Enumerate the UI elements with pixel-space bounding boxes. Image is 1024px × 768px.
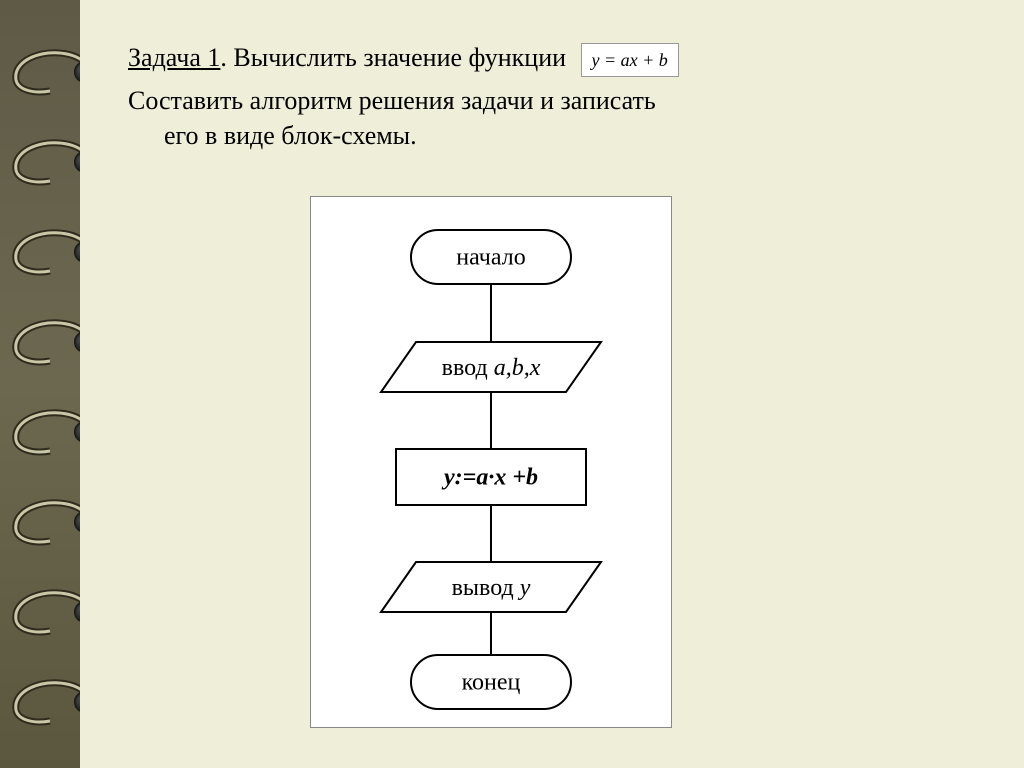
spiral-binding: [0, 0, 80, 768]
subtitle-line-1: Составить алгоритм решения задачи и запи…: [128, 83, 988, 118]
node-start-label: начало: [456, 245, 525, 271]
slide-content: Задача 1. Вычислить значение функции y =…: [128, 40, 988, 153]
formula-box: y = ax + b: [581, 43, 679, 77]
task-title: . Вычислить значение функции: [220, 43, 566, 72]
task-heading: Задача 1. Вычислить значение функции y =…: [128, 40, 988, 77]
node-output-label: вывод y: [452, 575, 531, 601]
node-input-label: ввод a,b,x: [442, 355, 541, 381]
flowchart-container: начало ввод a,b,x y:=a·x +b вывод y коне…: [310, 196, 672, 728]
subtitle-line-2: его в виде блок-схемы.: [164, 118, 988, 153]
node-end-label: конец: [462, 670, 521, 696]
node-process-label: y:=a·x +b: [441, 465, 538, 491]
task-label: Задача 1: [128, 43, 220, 72]
flowchart-svg: начало ввод a,b,x y:=a·x +b вывод y коне…: [311, 197, 671, 727]
